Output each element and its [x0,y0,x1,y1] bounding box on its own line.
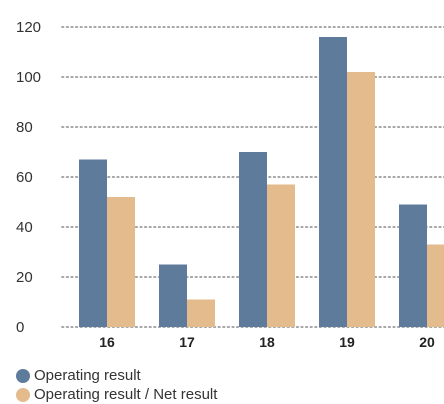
bar-16-series-1 [79,159,107,327]
y-axis-ticks: 0 20 40 60 80 100 120 [16,19,41,336]
x-tick-label-18: 18 [259,334,275,350]
legend-label-net-result: Operating result / Net result [34,386,218,403]
x-tick-label-20: 20 [419,334,435,350]
legend: Operating result Operating result / Net … [16,366,217,404]
bar-19-series-2 [347,72,375,327]
bar-16-series-2 [107,197,135,327]
x-tick-label-19: 19 [339,334,355,350]
y-tick-label-120: 120 [16,19,41,36]
x-tick-label-16: 16 [99,334,115,350]
x-axis-ticks: 16 17 18 19 20 [99,334,435,350]
y-tick-label-20: 20 [16,269,33,286]
bars [79,37,444,327]
y-tick-label-100: 100 [16,69,41,86]
bar-20-series-1 [399,204,427,327]
bar-18-series-1 [239,152,267,327]
bar-18-series-2 [267,184,295,327]
y-tick-label-0: 0 [16,319,24,336]
y-tick-label-80: 80 [16,119,33,136]
bar-19-series-1 [319,37,347,327]
legend-swatch-operating-result [16,368,30,383]
bar-20-series-2 [427,244,444,327]
legend-swatch-net-result [16,387,30,402]
legend-item-operating-result: Operating result [16,366,217,385]
y-tick-label-40: 40 [16,219,33,236]
x-tick-label-17: 17 [179,334,195,350]
bar-17-series-1 [159,264,187,327]
legend-label-operating-result: Operating result [34,367,141,384]
y-tick-label-60: 60 [16,169,33,186]
bar-17-series-2 [187,299,215,327]
bar-chart: 0 20 40 60 80 100 120 16 17 18 19 20 [16,19,444,350]
legend-item-net-result: Operating result / Net result [16,385,217,404]
